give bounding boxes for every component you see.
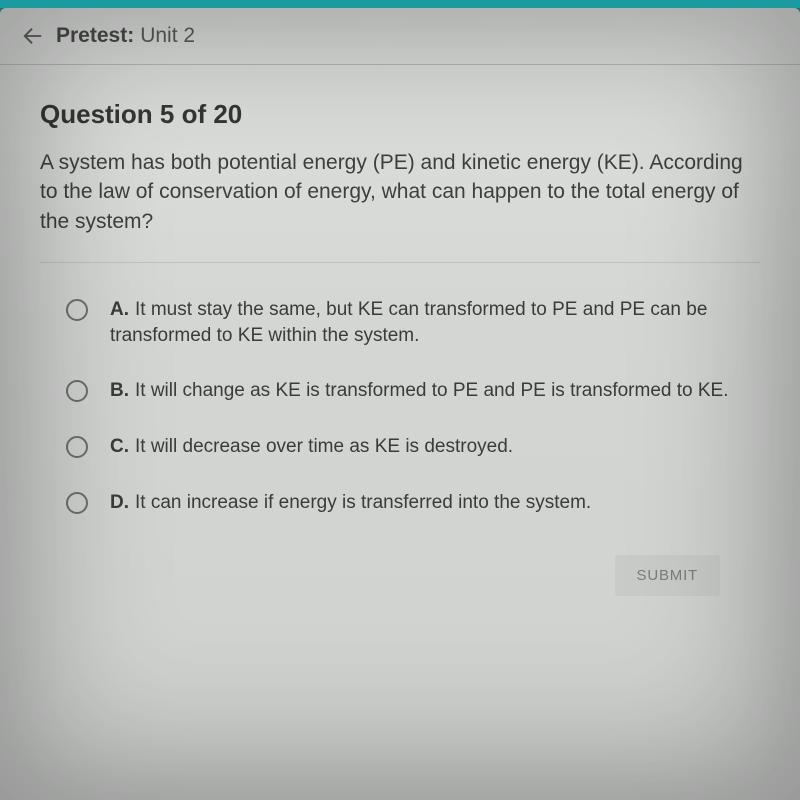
header-unit: Unit 2: [140, 24, 195, 48]
option-d-letter: D.: [110, 492, 129, 513]
option-d-body: It can increase if energy is transferred…: [135, 492, 591, 513]
submit-button[interactable]: SUBMIT: [615, 555, 720, 596]
header-label: Pretest:: [56, 24, 134, 48]
option-b-body: It will change as KE is transformed to P…: [135, 380, 729, 401]
page-header: Pretest: Unit 2: [0, 8, 800, 65]
radio-d[interactable]: [66, 492, 88, 514]
option-c-letter: C.: [110, 436, 129, 457]
question-text: A system has both potential energy (PE) …: [40, 148, 760, 236]
option-a[interactable]: A.It must stay the same, but KE can tran…: [66, 297, 734, 348]
option-c-body: It will decrease over time as KE is dest…: [135, 436, 513, 457]
radio-a[interactable]: [66, 299, 88, 321]
option-b-text: B. It will change as KE is transformed to…: [110, 378, 729, 404]
option-a-body: It must stay the same, but KE can transf…: [110, 299, 707, 346]
option-b[interactable]: B. It will change as KE is transformed to…: [66, 378, 734, 404]
option-a-text: A.It must stay the same, but KE can tran…: [110, 297, 734, 348]
app-frame: Pretest: Unit 2 Question 5 of 20 A syste…: [0, 8, 800, 800]
option-d-text: D. It can increase if energy is transferr…: [110, 490, 591, 516]
option-a-letter: A.: [110, 299, 129, 320]
radio-b[interactable]: [66, 380, 88, 402]
back-icon[interactable]: [22, 25, 44, 47]
options-list: A.It must stay the same, but KE can tran…: [40, 297, 760, 515]
radio-c[interactable]: [66, 436, 88, 458]
option-c-text: C. It will decrease over time as KE is de…: [110, 434, 513, 460]
content-area: Question 5 of 20 A system has both poten…: [0, 65, 800, 616]
option-b-letter: B.: [110, 380, 129, 401]
divider: [40, 262, 760, 263]
question-heading: Question 5 of 20: [40, 99, 760, 130]
option-d[interactable]: D. It can increase if energy is transferr…: [66, 490, 734, 516]
option-c[interactable]: C. It will decrease over time as KE is de…: [66, 434, 734, 460]
submit-row: SUBMIT: [40, 545, 760, 596]
